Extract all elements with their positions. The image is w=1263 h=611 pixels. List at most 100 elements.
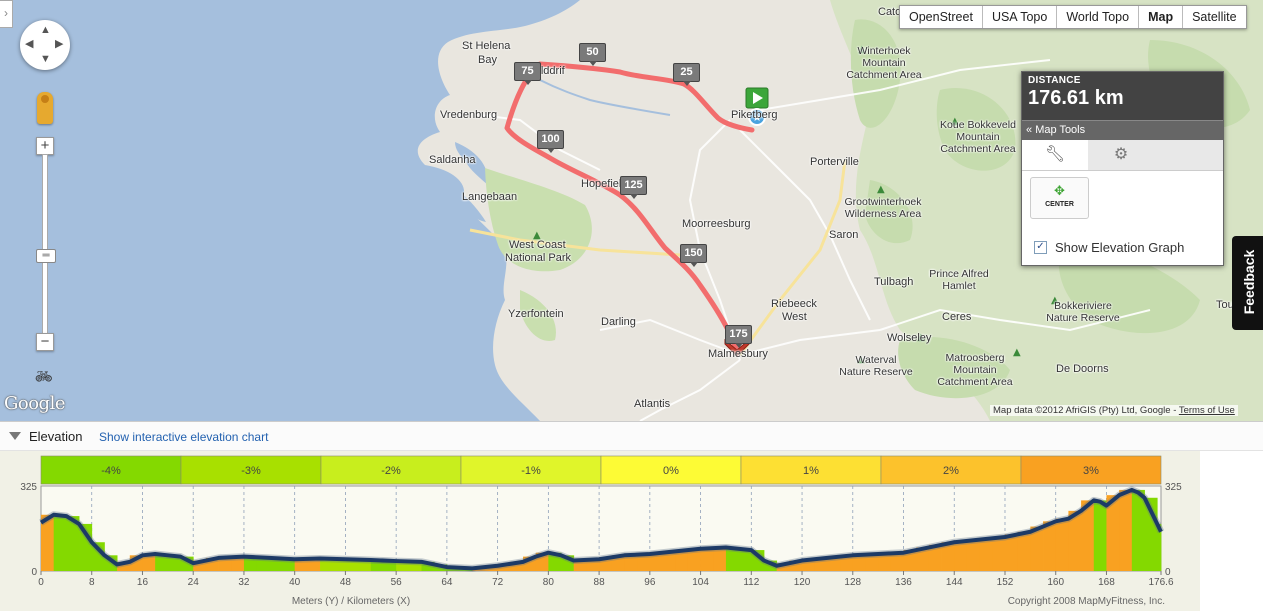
elevation-fill-segment bbox=[827, 556, 841, 571]
street-view-pegman-icon[interactable] bbox=[37, 92, 53, 124]
map-tools-toggle[interactable]: « Map Tools bbox=[1022, 120, 1223, 140]
elevation-fill-segment bbox=[294, 558, 308, 571]
zoom-slider-track[interactable] bbox=[42, 154, 48, 336]
terms-of-use-link[interactable]: Terms of Use bbox=[1178, 405, 1235, 416]
pan-control[interactable]: ▲ ◀ ▶ ▼ bbox=[20, 20, 70, 70]
place-label: De Doorns bbox=[1056, 363, 1109, 375]
pan-left-icon[interactable]: ◀ bbox=[25, 38, 34, 50]
show-elevation-toggle[interactable]: ✓ Show Elevation Graph bbox=[1034, 240, 1184, 255]
elevation-title: Elevation bbox=[29, 429, 83, 444]
elevation-fill-segment bbox=[408, 561, 422, 571]
elevation-fill-segment bbox=[307, 558, 321, 571]
gradient-band bbox=[740, 455, 882, 485]
elevation-fill-segment bbox=[725, 547, 740, 571]
elevation-fill-segment bbox=[713, 547, 727, 571]
elevation-fill-segment bbox=[802, 559, 816, 571]
mile-marker-25: 25 bbox=[673, 63, 700, 86]
gradient-band bbox=[320, 455, 462, 485]
elevation-fill-segment bbox=[1131, 489, 1145, 571]
place-label: West bbox=[782, 311, 807, 323]
map-type-world-topo[interactable]: World Topo bbox=[1057, 6, 1140, 28]
mile-marker-125: 125 bbox=[620, 176, 647, 199]
zoom-out-button[interactable]: − bbox=[36, 333, 54, 351]
map-type-usa-topo[interactable]: USA Topo bbox=[983, 6, 1058, 28]
elevation-fill-segment bbox=[421, 561, 435, 571]
elevation-fill-segment bbox=[41, 514, 55, 571]
map-type-openstreet[interactable]: OpenStreet bbox=[900, 6, 983, 28]
elevation-fill-segment bbox=[91, 542, 105, 571]
interactive-elevation-link[interactable]: Show interactive elevation chart bbox=[99, 430, 269, 444]
gradient-band bbox=[40, 455, 182, 485]
place-label: National Park bbox=[505, 252, 572, 264]
x-tick-label: 104 bbox=[692, 577, 709, 588]
place-label: Porterville bbox=[810, 156, 859, 168]
elevation-chart: -4% -3% -2% -1% 0% 1% 2% 3% 0 8 16 24 32 40 48 56 64 72 80… bbox=[0, 451, 1200, 611]
collapse-triangle-icon[interactable] bbox=[9, 432, 21, 440]
zoom-in-button[interactable]: + bbox=[36, 137, 54, 155]
map-type-satellite[interactable]: Satellite bbox=[1192, 10, 1237, 24]
pan-right-icon[interactable]: ▶ bbox=[55, 38, 64, 50]
distance-header: DISTANCE 176.61 km bbox=[1022, 72, 1223, 120]
zoom-slider-thumb[interactable]: ═ bbox=[36, 249, 56, 263]
elevation-fill-segment bbox=[687, 548, 701, 571]
elevation-fill-segment bbox=[548, 552, 562, 571]
place-label: St Helena bbox=[462, 40, 511, 52]
place-label: Langebaan bbox=[462, 191, 518, 203]
y-axis-top-label-left: 325 bbox=[20, 482, 37, 493]
place-label: Vredenburg bbox=[440, 109, 498, 121]
center-button-label: CENTER bbox=[1045, 201, 1074, 208]
elevation-fill-segment bbox=[738, 548, 752, 571]
gradient-band-label: 1% bbox=[803, 465, 819, 477]
sidebar-collapse-tab[interactable]: › bbox=[0, 0, 13, 28]
reserve-label: Winterhoek Mountain Catchment Area bbox=[846, 45, 922, 81]
center-button[interactable]: ✥ CENTER bbox=[1030, 177, 1089, 219]
pan-up-icon[interactable]: ▲ bbox=[40, 24, 51, 36]
svg-text:▲: ▲ bbox=[917, 332, 925, 343]
x-tick-label: 128 bbox=[844, 577, 861, 588]
elevation-fill-segment bbox=[637, 554, 651, 571]
reserve-label: Matroosberg Mountain Catchment Area bbox=[937, 352, 1013, 388]
elevation-fill-segment bbox=[370, 560, 384, 571]
elevation-fill-segment bbox=[231, 556, 245, 571]
reserve-label: Prince Alfred Hamlet bbox=[929, 268, 989, 292]
reserve-label: Koue Bokkeveld Mountain Catchment Area bbox=[940, 119, 1016, 155]
gradient-band bbox=[1020, 455, 1162, 485]
pan-down-icon[interactable]: ▼ bbox=[40, 53, 51, 65]
place-label: Hopefield bbox=[581, 178, 628, 190]
x-tick-label: 136 bbox=[895, 577, 912, 588]
place-label: Atlantis bbox=[634, 398, 671, 410]
elevation-fill-segment bbox=[852, 554, 866, 571]
elevation-fill-segment bbox=[865, 554, 879, 571]
reserve-label: Grootwinterhoek Wilderness Area bbox=[844, 196, 922, 220]
show-elevation-label: Show Elevation Graph bbox=[1055, 240, 1185, 255]
map-type-selector: OpenStreet USA Topo World Topo Map Satel… bbox=[899, 5, 1247, 29]
elevation-line bbox=[39, 487, 1163, 571]
gradient-band bbox=[880, 455, 1022, 485]
elevation-fill-segment bbox=[573, 559, 587, 571]
elevation-chart-svg: -4% -3% -2% -1% 0% 1% 2% 3% 0 8 16 24 32 40 48 56 64 72 80… bbox=[20, 455, 1182, 607]
place-label: Ceres bbox=[942, 311, 972, 323]
elevation-fill-segment bbox=[1068, 510, 1082, 571]
gear-icon[interactable]: ⚙ bbox=[1113, 146, 1129, 163]
map-type-map[interactable]: Map bbox=[1139, 6, 1184, 28]
gradient-band bbox=[600, 455, 742, 485]
x-tick-label: 112 bbox=[743, 577, 759, 588]
elevation-fill-segment bbox=[53, 514, 67, 571]
wrench-icon[interactable]: 🔧︎ bbox=[1022, 140, 1088, 170]
route-map[interactable]: ★ ▲ ▲ ▲ ▲ ▲ ▲ ▲ ▲ Cato St Helena Bay Velddrif Vre… bbox=[0, 0, 1263, 421]
mile-marker-175: 175 bbox=[725, 325, 752, 348]
feedback-tab[interactable]: Feedback bbox=[1232, 236, 1263, 330]
elevation-fill-segment bbox=[979, 538, 993, 571]
x-tick-label: 56 bbox=[391, 577, 403, 588]
elevation-fill-segment bbox=[966, 539, 981, 571]
x-tick-label: 176.6 bbox=[1148, 577, 1173, 588]
elevation-fill-segment bbox=[1030, 526, 1044, 571]
elevation-fill-segment bbox=[193, 560, 207, 571]
elevation-fill-segment bbox=[256, 557, 270, 571]
x-tick-label: 40 bbox=[289, 577, 301, 588]
double-chevron-icon: « bbox=[1026, 124, 1033, 136]
elevation-fill-segment bbox=[789, 560, 803, 571]
google-logo: Google bbox=[4, 393, 65, 414]
show-elevation-checkbox[interactable]: ✓ bbox=[1034, 241, 1047, 254]
x-tick-label: 120 bbox=[794, 577, 811, 588]
